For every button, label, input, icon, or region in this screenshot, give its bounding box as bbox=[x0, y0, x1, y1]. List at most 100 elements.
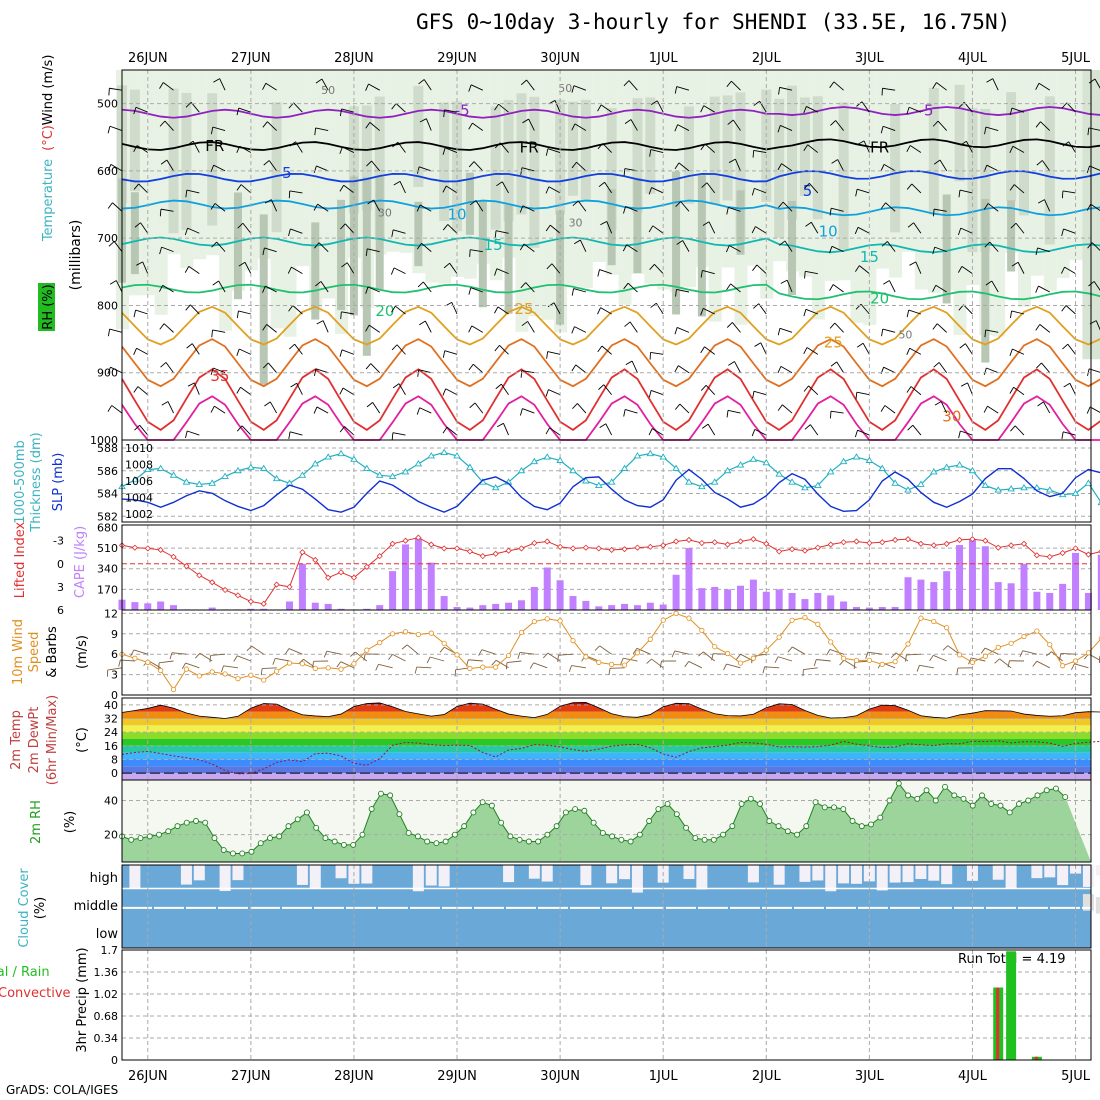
thickness-point bbox=[1020, 483, 1028, 491]
wind-barb bbox=[417, 281, 432, 293]
wind-barb bbox=[365, 286, 380, 294]
cape-bar bbox=[904, 577, 912, 610]
wind-barb bbox=[881, 87, 896, 96]
surface-wind-barb bbox=[1032, 660, 1050, 669]
surface-wind-barb bbox=[942, 645, 960, 655]
wind-barb bbox=[107, 163, 123, 172]
li-tick-label: 6 bbox=[57, 604, 64, 617]
wind-barb bbox=[1009, 107, 1025, 116]
wind-barb bbox=[391, 344, 406, 355]
precip-tick-label: 1.02 bbox=[94, 988, 119, 1001]
wind-speed-point bbox=[557, 618, 563, 624]
wind-barb bbox=[883, 280, 896, 293]
lifted-index-point bbox=[1008, 542, 1015, 549]
lifted-index-point bbox=[866, 539, 873, 547]
lifted-index-point bbox=[286, 583, 293, 590]
rh-shade bbox=[992, 70, 1006, 337]
surface-wind-barb bbox=[646, 658, 664, 669]
isotherm-line bbox=[121, 106, 1100, 119]
cape-axis-label: CAPE (J/kg) bbox=[73, 526, 88, 598]
rh-point bbox=[424, 838, 431, 845]
high-cloud-gap bbox=[412, 865, 424, 892]
wind-speed-point bbox=[286, 660, 293, 666]
pressure-tick-label: 600 bbox=[97, 165, 118, 178]
isotherm-label: 10 bbox=[447, 206, 466, 224]
wind-barb bbox=[545, 224, 561, 234]
surface-wind-barb bbox=[632, 647, 651, 655]
wind-barb bbox=[623, 408, 638, 417]
precip-tick-label: 0 bbox=[111, 1054, 118, 1067]
lifted-index-point bbox=[917, 540, 924, 547]
temp-band bbox=[122, 739, 1091, 746]
wind-barb bbox=[186, 140, 200, 153]
wind-speed-point bbox=[879, 661, 885, 668]
wind-speed-point bbox=[776, 634, 782, 640]
rh-point bbox=[433, 840, 440, 847]
cape-bar bbox=[453, 606, 461, 610]
wind-barb bbox=[442, 350, 458, 358]
rh-shade bbox=[168, 88, 179, 234]
slp-axis-label: SLP (mb) bbox=[51, 453, 66, 512]
wind-barb bbox=[340, 223, 355, 234]
wind-speed-point bbox=[274, 668, 280, 674]
wind-speed-point bbox=[480, 664, 486, 670]
wind-speed-point bbox=[377, 640, 383, 646]
thickness-point bbox=[594, 481, 603, 489]
rh-point bbox=[525, 838, 532, 845]
rh-shade bbox=[890, 104, 901, 233]
wind-barb bbox=[211, 329, 226, 338]
cape-bar bbox=[363, 608, 371, 610]
surface-wind-barb bbox=[312, 660, 329, 668]
precip-tick-label: 0.34 bbox=[94, 1032, 119, 1045]
wind-barb bbox=[933, 159, 948, 172]
lifted-index-point bbox=[505, 547, 512, 554]
wind-speed-point bbox=[596, 659, 602, 665]
isotherm-label: 25 bbox=[514, 300, 533, 318]
wind-barb bbox=[906, 386, 922, 396]
wind-barb bbox=[598, 384, 613, 396]
surface-wind-barb bbox=[1071, 663, 1089, 671]
wind-barb bbox=[496, 422, 509, 436]
rh-shade bbox=[942, 194, 951, 304]
surface-wind-barb bbox=[246, 645, 264, 655]
wind-barb bbox=[830, 120, 844, 131]
wind-barb bbox=[880, 405, 896, 414]
wind-barb bbox=[442, 185, 458, 194]
cloud-level-label: low bbox=[96, 927, 119, 942]
wind-barb bbox=[391, 432, 406, 440]
date-label-1jul: 1JUL bbox=[649, 1069, 679, 1084]
wind-barb bbox=[315, 281, 329, 293]
cape-bar bbox=[1033, 591, 1041, 610]
wind-barb bbox=[803, 106, 819, 114]
cape-bar bbox=[1097, 554, 1100, 610]
lifted-index-point bbox=[763, 540, 770, 547]
wind-barb bbox=[545, 148, 561, 156]
wind-speed-point bbox=[1047, 642, 1053, 648]
thickness-point bbox=[801, 483, 809, 491]
wind-barb bbox=[236, 425, 252, 436]
wind-barb bbox=[519, 205, 535, 213]
wind-barb bbox=[805, 221, 819, 234]
pressure-tick-label: 900 bbox=[97, 367, 118, 380]
rh-point bbox=[442, 838, 449, 845]
thickness-point bbox=[453, 452, 461, 459]
thickness-point bbox=[517, 466, 526, 474]
wind-barb bbox=[521, 321, 535, 333]
rh-axis-label: RH (%) bbox=[41, 284, 56, 329]
wind-barb bbox=[418, 79, 432, 91]
wind-barb bbox=[341, 262, 355, 274]
cape-bar bbox=[672, 574, 680, 610]
thickness-tick-label: 586 bbox=[97, 465, 118, 478]
surface-wind-barb bbox=[169, 652, 187, 660]
thickness-point bbox=[723, 466, 732, 474]
thickness-point bbox=[169, 471, 178, 478]
rh-shade bbox=[362, 177, 371, 356]
rh-shade bbox=[375, 176, 384, 290]
thickness-point bbox=[582, 477, 590, 484]
cape-bar bbox=[1007, 583, 1015, 610]
cape-bar bbox=[852, 606, 860, 610]
wind-tick-label: 0 bbox=[111, 689, 118, 702]
rh-point bbox=[461, 823, 468, 830]
rh-point bbox=[831, 804, 837, 811]
high-cloud-gap bbox=[928, 865, 940, 881]
